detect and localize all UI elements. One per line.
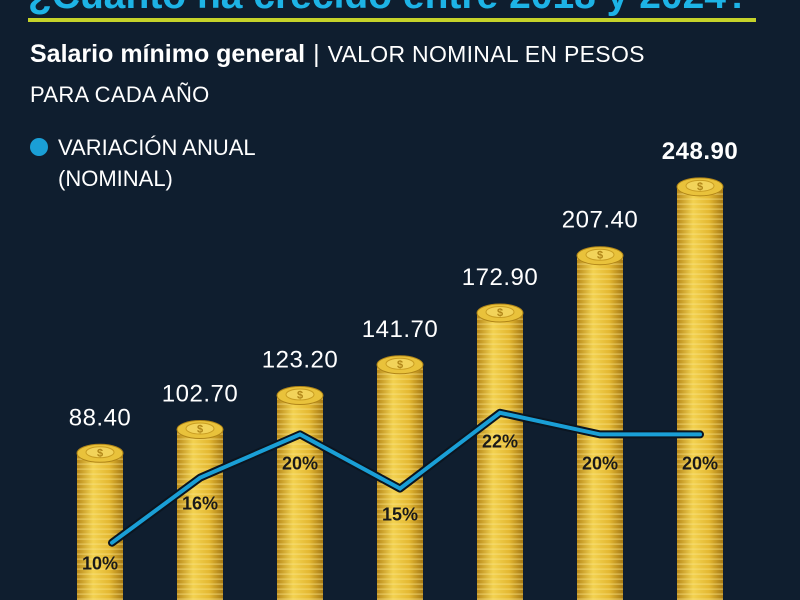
subtitle-separator: | [313, 40, 320, 68]
subtitle: Salario mínimo general | VALOR NOMINAL EN … [30, 40, 645, 69]
value-label: 248.90 [662, 138, 738, 165]
coin-stack-ridges [277, 395, 323, 600]
chart-title: ¿Cuánto ha crecido entre 2018 y 2024? [28, 0, 750, 18]
coin-stack: $ [676, 177, 724, 600]
legend: VARIACIÓN ANUAL (NOMINAL) [30, 132, 256, 194]
variation-label: 20% [282, 453, 318, 473]
dollar-icon: $ [497, 307, 503, 319]
value-label: 172.90 [462, 264, 538, 291]
coin-stack-ridges [177, 429, 223, 600]
variation-label: 15% [382, 505, 418, 525]
coin-stack: $ [76, 443, 124, 600]
variation-label: 20% [682, 453, 718, 473]
coin-face [85, 446, 115, 459]
dollar-icon: $ [97, 447, 103, 459]
coin-face [685, 179, 715, 192]
legend-label-2: (NOMINAL) [58, 166, 173, 191]
coin-face [185, 422, 215, 435]
variation-label: 16% [182, 494, 218, 514]
subtitle-units: VALOR NOMINAL EN PESOS [327, 41, 645, 67]
dollar-icon: $ [397, 359, 403, 371]
coin-stack-ridges [77, 453, 123, 600]
legend-label-1: VARIACIÓN ANUAL [58, 135, 256, 160]
coin-stack: $ [576, 246, 624, 600]
coin-face [485, 305, 515, 318]
coin-face [385, 357, 415, 370]
value-label: 102.70 [162, 381, 238, 408]
coin-stack-ridges [677, 186, 723, 600]
coin-stack: $ [476, 303, 524, 600]
subtitle-line2: PARA CADA AÑO [30, 82, 210, 107]
dollar-icon: $ [697, 181, 703, 193]
coin-stack: $ [276, 385, 324, 600]
value-label: 207.40 [562, 207, 638, 234]
coin-stack: $ [376, 355, 424, 600]
variation-label: 10% [82, 554, 118, 574]
value-label: 123.20 [262, 346, 338, 373]
title-divider [28, 18, 756, 22]
dollar-icon: $ [197, 424, 203, 436]
coin-stack-ridges [477, 312, 523, 600]
coin-face [585, 248, 615, 261]
dollar-icon: $ [597, 250, 603, 262]
variation-label: 20% [582, 453, 618, 473]
value-label: 141.70 [362, 316, 438, 343]
value-label: 88.40 [69, 404, 132, 431]
variation-line [110, 410, 702, 545]
subtitle-bold: Salario mínimo general [30, 40, 306, 68]
dollar-icon: $ [297, 389, 303, 401]
legend-dot-icon [30, 138, 48, 156]
coin-stack: $ [176, 420, 224, 600]
coin-face [285, 388, 315, 401]
variation-label: 22% [482, 432, 518, 452]
